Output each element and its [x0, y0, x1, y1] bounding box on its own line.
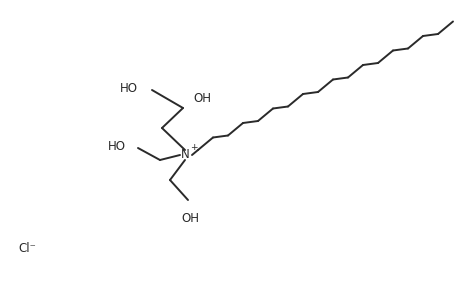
Text: Cl⁻: Cl⁻: [18, 242, 36, 255]
Text: HO: HO: [108, 139, 126, 153]
Text: HO: HO: [120, 82, 138, 94]
Text: +: +: [190, 143, 198, 151]
Text: N: N: [181, 149, 189, 162]
Text: OH: OH: [193, 92, 211, 105]
Text: OH: OH: [181, 212, 199, 225]
